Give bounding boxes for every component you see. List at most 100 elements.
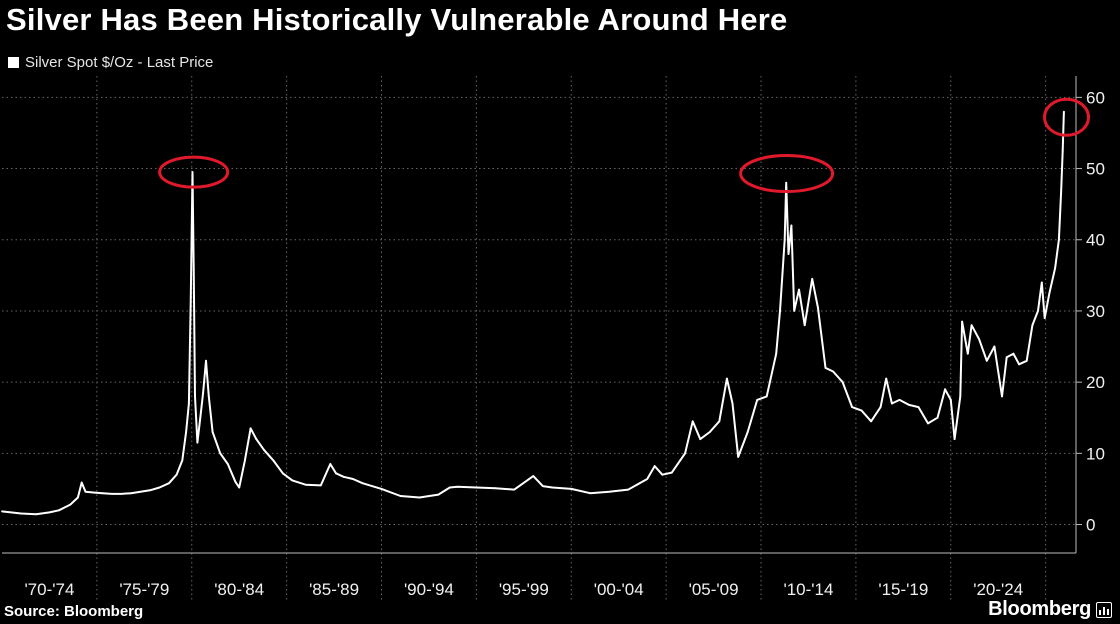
data-point <box>798 288 800 291</box>
data-point <box>335 472 337 475</box>
y-tick-label: 30 <box>1086 302 1105 321</box>
brand-name: Bloomberg <box>988 598 1091 620</box>
data-point <box>898 399 901 401</box>
data-point <box>35 513 38 516</box>
data-point <box>188 402 190 405</box>
y-tick-label: 50 <box>1086 160 1105 179</box>
data-point <box>589 492 592 495</box>
data-point <box>20 512 22 515</box>
data-point <box>291 479 294 482</box>
data-point <box>281 472 284 475</box>
x-tick-label: '90-'94 <box>404 580 454 599</box>
data-point <box>1048 292 1051 294</box>
data-point <box>699 438 702 440</box>
data-point <box>885 377 888 380</box>
data-point <box>475 486 478 489</box>
data-point <box>691 420 694 423</box>
peak-highlight-ellipse <box>1043 97 1091 137</box>
data-point <box>205 359 207 362</box>
data-point <box>244 459 246 462</box>
x-tick-label: '20-'24 <box>973 580 1023 599</box>
data-point <box>731 402 734 405</box>
data-point <box>670 471 673 474</box>
data-point <box>746 431 749 433</box>
y-tick-label: 40 <box>1086 231 1105 250</box>
data-point <box>69 503 72 506</box>
data-point <box>196 441 199 444</box>
data-point <box>202 391 205 394</box>
x-tick-label: '05-'09 <box>689 580 739 599</box>
data-point <box>199 416 202 419</box>
data-point <box>84 490 87 493</box>
data-point <box>456 485 459 488</box>
data-point <box>870 420 872 423</box>
data-point <box>399 495 402 497</box>
y-tick-label: 60 <box>1086 88 1105 107</box>
data-point <box>1043 317 1046 319</box>
data-point <box>891 402 893 405</box>
x-tick-label: '15-'19 <box>878 580 928 599</box>
data-point <box>726 377 728 380</box>
data-point <box>927 422 929 425</box>
y-tick-label: 0 <box>1086 516 1095 535</box>
data-point <box>342 475 345 478</box>
x-tick-label: '75-'79 <box>119 580 169 599</box>
legend-swatch <box>8 57 19 68</box>
data-point <box>494 487 497 490</box>
data-point <box>765 395 768 398</box>
y-tick-label: 20 <box>1086 373 1105 392</box>
bloomberg-chart-icon <box>1096 601 1112 618</box>
data-point <box>966 352 969 355</box>
x-tick-label: '95-'99 <box>499 580 549 599</box>
data-point <box>234 480 237 483</box>
data-point <box>255 438 258 440</box>
peak-highlight-ellipse <box>739 154 835 194</box>
data-point <box>737 456 740 458</box>
data-point <box>149 489 151 492</box>
data-point <box>1063 110 1065 113</box>
data-point <box>1031 324 1034 327</box>
data-point <box>168 482 170 485</box>
data-point <box>646 478 649 480</box>
data-point <box>111 493 113 495</box>
data-point <box>608 490 611 493</box>
data-point <box>817 306 819 309</box>
data-point <box>101 492 104 495</box>
data-point <box>58 509 60 512</box>
data-point <box>832 370 834 373</box>
data-point <box>917 406 920 408</box>
data-point <box>570 488 573 490</box>
data-point <box>175 473 178 476</box>
data-point <box>185 431 188 433</box>
x-tick-label: '10-'14 <box>783 580 833 599</box>
data-point <box>944 388 946 391</box>
data-point <box>361 482 364 485</box>
data-point <box>329 463 332 465</box>
legend-label: Silver Spot $/Oz - Last Price <box>25 54 214 71</box>
data-point <box>1040 281 1043 284</box>
data-point <box>1025 359 1028 362</box>
data-point <box>191 171 194 174</box>
data-point <box>120 493 123 495</box>
x-tick-label: '80-'84 <box>214 580 264 599</box>
data-point <box>194 395 196 398</box>
x-tick-label: '70-'74 <box>24 580 74 599</box>
data-point <box>978 338 981 341</box>
chart-title: Silver Has Been Historically Vulnerable … <box>6 2 788 37</box>
data-point <box>811 278 814 280</box>
data-point <box>304 483 307 486</box>
data-point <box>418 496 421 499</box>
data-point <box>756 399 759 401</box>
data-point <box>627 488 630 491</box>
data-point <box>139 490 142 493</box>
data-point <box>718 420 721 423</box>
data-point <box>1001 395 1003 398</box>
data-point <box>803 324 806 327</box>
data-point <box>80 481 83 484</box>
data-point <box>92 491 94 494</box>
x-tick-label: '85-'89 <box>309 580 359 599</box>
data-point <box>961 320 963 323</box>
series-line <box>1 111 1065 516</box>
data-point <box>263 448 265 451</box>
